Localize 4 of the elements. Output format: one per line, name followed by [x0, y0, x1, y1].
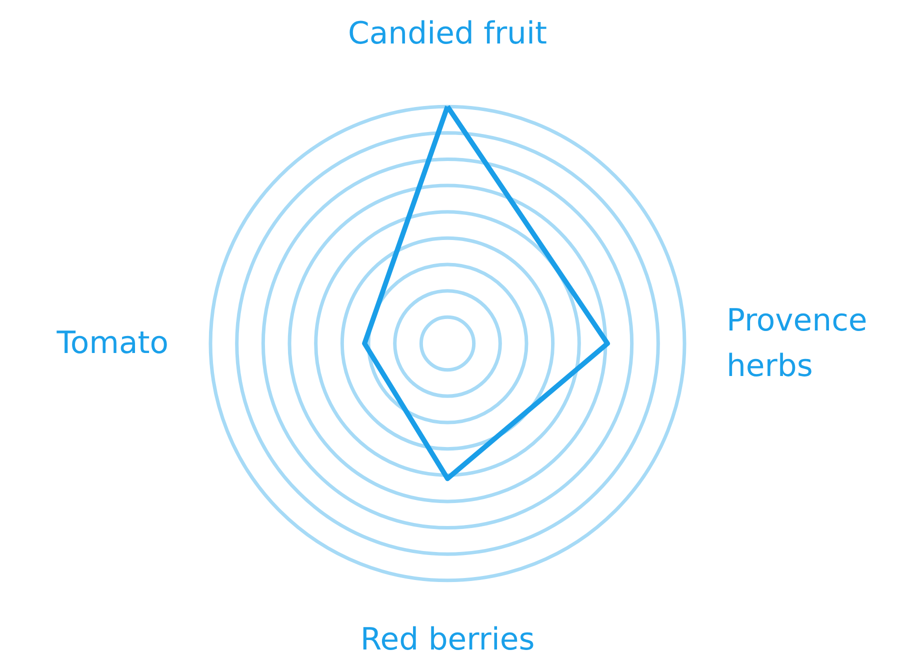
spoke-label: Candied fruit — [348, 16, 548, 52]
spoke-label: Provence herbs — [726, 303, 868, 384]
spoke-label: Red berries — [360, 622, 535, 658]
spoke-label: Tomato — [56, 326, 169, 361]
